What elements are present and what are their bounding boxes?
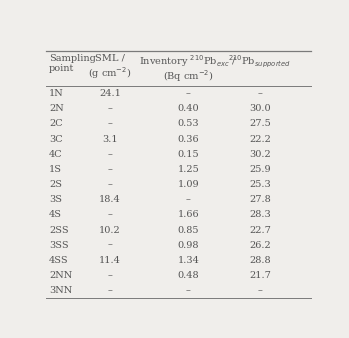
Text: Inventory $^{210}$Pb$_{\mathit{exc}}$ /: Inventory $^{210}$Pb$_{\mathit{exc}}$ / — [140, 54, 237, 69]
Text: SML /
(g cm$^{-2}$): SML / (g cm$^{-2}$) — [88, 54, 132, 81]
Text: 1N: 1N — [49, 89, 64, 98]
Text: 4SS: 4SS — [49, 256, 69, 265]
Text: 10.2: 10.2 — [99, 225, 121, 235]
Text: 4S: 4S — [49, 210, 62, 219]
Text: –: – — [107, 241, 112, 250]
Text: –: – — [186, 195, 191, 204]
Text: 2NN: 2NN — [49, 271, 72, 280]
Text: $^{210}$Pb$_{\mathit{supported}}$: $^{210}$Pb$_{\mathit{supported}}$ — [229, 54, 291, 70]
Text: 11.4: 11.4 — [99, 256, 121, 265]
Text: –: – — [107, 165, 112, 174]
Text: 1.25: 1.25 — [177, 165, 199, 174]
Text: –: – — [258, 89, 262, 98]
Text: –: – — [107, 286, 112, 295]
Text: 0.98: 0.98 — [178, 241, 199, 250]
Text: 22.2: 22.2 — [249, 135, 271, 144]
Text: 1.34: 1.34 — [177, 256, 199, 265]
Text: 28.3: 28.3 — [249, 210, 271, 219]
Text: 3S: 3S — [49, 195, 62, 204]
Text: –: – — [107, 210, 112, 219]
Text: 3SS: 3SS — [49, 241, 69, 250]
Text: 0.40: 0.40 — [178, 104, 199, 113]
Text: 3C: 3C — [49, 135, 63, 144]
Text: –: – — [258, 286, 262, 295]
Text: –: – — [107, 104, 112, 113]
Text: 2N: 2N — [49, 104, 64, 113]
Text: 26.2: 26.2 — [249, 241, 271, 250]
Text: 18.4: 18.4 — [99, 195, 121, 204]
Text: Sampling
point: Sampling point — [49, 54, 96, 73]
Text: –: – — [186, 286, 191, 295]
Text: 24.1: 24.1 — [99, 89, 121, 98]
Text: 30.2: 30.2 — [249, 150, 271, 159]
Text: 2SS: 2SS — [49, 225, 69, 235]
Text: 1.09: 1.09 — [178, 180, 199, 189]
Text: 25.3: 25.3 — [249, 180, 271, 189]
Text: 3NN: 3NN — [49, 286, 72, 295]
Text: 0.48: 0.48 — [178, 271, 199, 280]
Text: –: – — [186, 89, 191, 98]
Text: 0.15: 0.15 — [178, 150, 199, 159]
Text: 21.7: 21.7 — [249, 271, 271, 280]
Text: 1S: 1S — [49, 165, 62, 174]
Text: 2C: 2C — [49, 119, 63, 128]
Text: 28.8: 28.8 — [249, 256, 271, 265]
Text: 0.85: 0.85 — [178, 225, 199, 235]
Text: 0.36: 0.36 — [178, 135, 199, 144]
Text: –: – — [107, 150, 112, 159]
Text: 0.53: 0.53 — [178, 119, 199, 128]
Text: 30.0: 30.0 — [249, 104, 271, 113]
Text: 22.7: 22.7 — [249, 225, 271, 235]
Text: 2S: 2S — [49, 180, 62, 189]
Text: –: – — [107, 119, 112, 128]
Text: (Bq cm$^{-2}$): (Bq cm$^{-2}$) — [163, 68, 214, 84]
Text: 3.1: 3.1 — [102, 135, 118, 144]
Text: 1.66: 1.66 — [178, 210, 199, 219]
Text: 25.9: 25.9 — [249, 165, 271, 174]
Text: 27.5: 27.5 — [249, 119, 271, 128]
Text: –: – — [107, 180, 112, 189]
Text: 4C: 4C — [49, 150, 63, 159]
Text: 27.8: 27.8 — [249, 195, 271, 204]
Text: –: – — [107, 271, 112, 280]
